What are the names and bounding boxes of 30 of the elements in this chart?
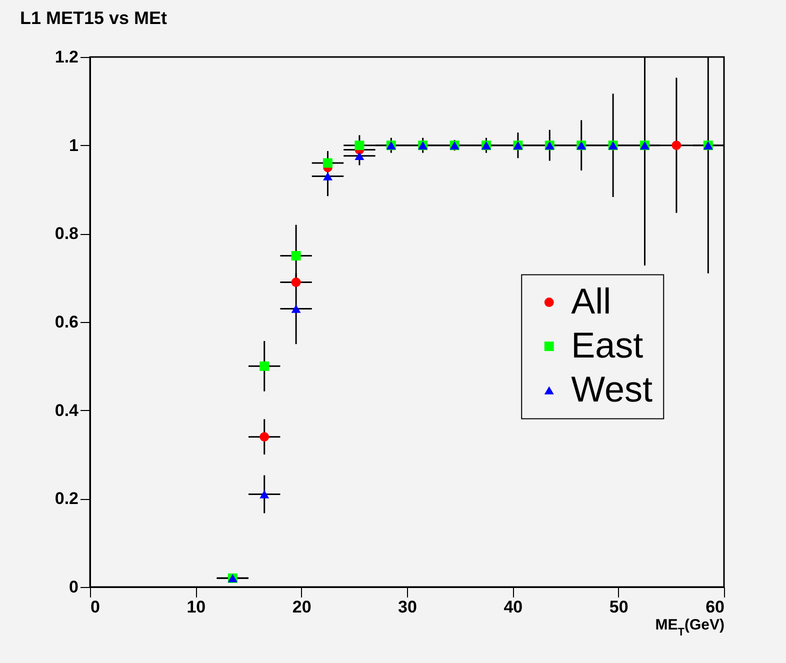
x-tick-label: 50 xyxy=(609,598,628,616)
point xyxy=(354,152,364,160)
y-tick-label: 1 xyxy=(69,136,78,155)
y-tick-label: 1.2 xyxy=(54,48,78,66)
x-tick-label: 30 xyxy=(398,598,417,616)
y-tick-label: 0.6 xyxy=(54,312,78,332)
x-axis-title: ME$_{T}$(GeV) xyxy=(655,616,724,638)
point xyxy=(354,140,364,150)
x-tick-label: 40 xyxy=(504,598,523,616)
y-tick-label: 0.2 xyxy=(54,489,78,508)
x-tick-label: 60 xyxy=(706,598,724,616)
point xyxy=(291,304,301,313)
chart-title: L1 MET15 vs MEt xyxy=(20,8,168,28)
y-tick-label: 0 xyxy=(69,578,78,596)
x-tick-label: 20 xyxy=(292,598,312,616)
point xyxy=(323,172,332,180)
point xyxy=(260,432,270,442)
point xyxy=(260,490,270,498)
point xyxy=(323,158,332,168)
point xyxy=(672,140,682,150)
point xyxy=(291,251,301,260)
legend-label: East xyxy=(571,324,644,366)
x-tick-label: 10 xyxy=(186,598,206,616)
point xyxy=(291,278,301,287)
point xyxy=(260,361,270,371)
legend-label: All xyxy=(571,280,612,322)
legend-label: West xyxy=(571,368,652,410)
y-tick-label: 0.8 xyxy=(54,224,78,244)
y-tick-label: 0.4 xyxy=(54,400,80,420)
x-tick-label: 0 xyxy=(90,598,100,616)
